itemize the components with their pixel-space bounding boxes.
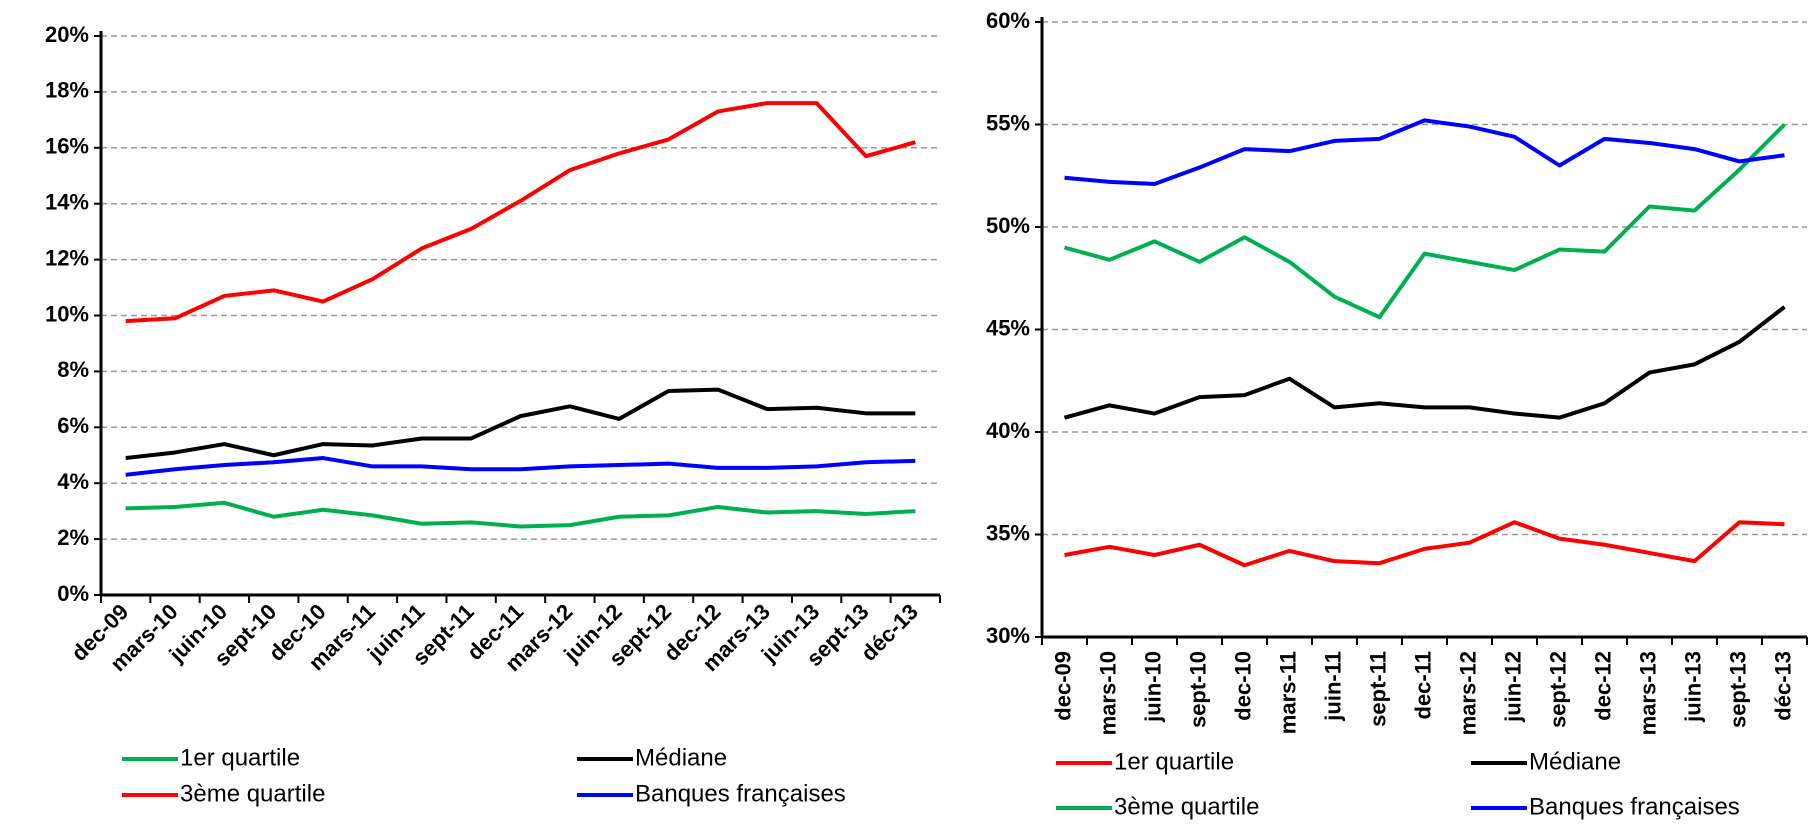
legend-label: 3ème quartile [180,780,325,807]
x-tick-label: déc-13 [856,599,923,666]
x-tick-label: déc-13 [1770,651,1795,721]
y-tick-label: 60% [986,8,1030,33]
series-line [1064,520,1785,568]
series-line [125,456,916,477]
y-tick-label: 0% [57,581,89,606]
legend-label: Banques françaises [635,780,846,807]
series-line [1063,305,1786,420]
legend-label: 3ème quartile [1114,793,1259,820]
x-tick-label: juin-11 [1320,651,1345,722]
y-tick-label: 30% [986,623,1030,648]
x-tick-label: sept-11 [1365,651,1390,727]
y-tick-label: 8% [57,357,89,382]
x-tick-label: sept-10 [1185,651,1210,728]
x-tick-label: mars-12 [1455,651,1480,735]
x-tick-label: dec-09 [1050,651,1075,721]
legend-label: Médiane [1529,748,1621,775]
x-tick-label: juin-10 [1140,651,1165,723]
y-tick-label: 10% [45,301,89,326]
x-tick-label: juin-13 [1680,651,1705,723]
series-line [125,500,916,529]
y-tick-label: 18% [45,78,89,103]
legend-label: 1er quartile [1114,748,1234,775]
y-tick-label: 50% [986,213,1030,238]
y-tick-label: 14% [45,190,89,215]
legend-label: 1er quartile [180,744,300,771]
x-tick-label: mars-13 [1635,651,1660,735]
y-tick-label: 40% [986,418,1030,443]
x-tick-label: dec-10 [1230,651,1255,721]
legend-label: Banques françaises [1529,793,1740,820]
x-tick-label: sept-13 [1725,651,1750,728]
y-tick-label: 16% [45,134,89,159]
x-tick-label: dec-12 [1590,651,1615,721]
x-tick-label: mars-10 [1095,651,1120,735]
y-tick-label: 4% [57,469,89,494]
y-tick-label: 45% [986,315,1030,340]
y-tick-label: 35% [986,520,1030,545]
y-tick-label: 12% [45,245,89,270]
series-line [1063,123,1786,320]
legend-label: Médiane [635,744,727,771]
series-line [125,387,916,461]
x-tick-label: sept-12 [1545,651,1570,728]
y-tick-label: 55% [986,110,1030,135]
series-line [125,101,916,324]
y-tick-label: 20% [45,22,89,47]
x-tick-label: mars-11 [1275,651,1300,734]
series-line [1064,118,1785,186]
x-tick-label: juin-12 [1500,651,1525,723]
y-tick-label: 2% [57,525,89,550]
x-tick-label: dec-11 [1410,651,1435,720]
y-tick-label: 6% [57,413,89,438]
